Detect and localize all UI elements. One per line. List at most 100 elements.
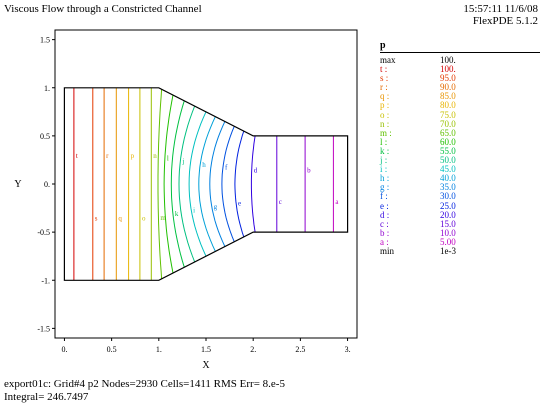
legend-key: f : bbox=[380, 191, 388, 202]
x-tick-label: 3. bbox=[345, 345, 351, 354]
legend-value: 95.0 bbox=[440, 73, 456, 84]
contour-label: n bbox=[153, 152, 157, 160]
contour-label: s bbox=[95, 215, 98, 223]
legend-value: 75.0 bbox=[440, 109, 456, 120]
legend-value: 15.0 bbox=[440, 218, 456, 229]
contour-line bbox=[221, 126, 235, 242]
contour-label: d bbox=[254, 167, 258, 175]
legend-value: 70.0 bbox=[440, 118, 456, 129]
legend-key: min bbox=[380, 245, 395, 256]
legend-row: d : 20.0 bbox=[380, 209, 540, 220]
legend-row: min 1e-3 bbox=[380, 245, 540, 256]
contour-line bbox=[188, 111, 207, 257]
legend-row: p : 80.0 bbox=[380, 101, 540, 110]
legend-row: l : 60.0 bbox=[380, 136, 540, 147]
contour-line bbox=[163, 94, 174, 274]
x-tick-label: 0.5 bbox=[107, 345, 117, 354]
legend-key: a : bbox=[380, 236, 389, 247]
y-tick-label: -1. bbox=[41, 276, 50, 285]
contour-line bbox=[178, 105, 196, 263]
legend-key: o : bbox=[380, 109, 390, 120]
x-axis-label: X bbox=[202, 360, 210, 371]
legend-value: 80.0 bbox=[440, 100, 456, 111]
legend-value: 65.0 bbox=[440, 127, 456, 138]
contour-label: e bbox=[238, 200, 241, 208]
legend-row: k : 55.0 bbox=[380, 145, 540, 156]
x-tick-label: 0. bbox=[61, 345, 67, 354]
contour-label: j bbox=[181, 158, 184, 166]
contour-line bbox=[209, 121, 226, 247]
legend-value: 30.0 bbox=[440, 191, 456, 202]
legend-row: q : 85.0 bbox=[380, 92, 540, 101]
contour-label: t bbox=[76, 152, 78, 160]
legend-row: s : 95.0 bbox=[380, 74, 540, 83]
integral-value: Integral= 246.7497 bbox=[4, 391, 89, 403]
channel-boundary bbox=[63, 87, 349, 281]
x-tick-label: 1.5 bbox=[201, 345, 211, 354]
legend-key: i : bbox=[380, 164, 388, 175]
legend-value: 40.0 bbox=[440, 173, 456, 184]
legend-row: b : 10.0 bbox=[380, 227, 540, 238]
legend-row: i : 45.0 bbox=[380, 165, 540, 174]
legend-row: m : 65.0 bbox=[380, 127, 540, 138]
legend-key: p : bbox=[380, 100, 390, 111]
legend-key: l : bbox=[380, 136, 388, 147]
legend: p max 100. t :100. s :95.0 r :90.0 q :85.0 p :… bbox=[380, 40, 540, 256]
y-axis-label: Y bbox=[14, 179, 21, 190]
legend-value: 35.0 bbox=[440, 182, 456, 193]
legend-row: max 100. bbox=[380, 56, 540, 65]
legend-row: c : 15.0 bbox=[380, 218, 540, 229]
legend-value: 85.0 bbox=[440, 91, 456, 102]
legend-key: e : bbox=[380, 200, 389, 211]
contour-line bbox=[198, 116, 216, 252]
legend-value: 50.0 bbox=[440, 155, 456, 166]
contour-label: p bbox=[131, 152, 135, 160]
legend-variable: p bbox=[380, 40, 386, 51]
x-tick-label: 2. bbox=[250, 345, 256, 354]
chart-title: Viscous Flow through a Constricted Chann… bbox=[4, 3, 202, 15]
legend-key: q : bbox=[380, 91, 390, 102]
legend-value: 90.0 bbox=[440, 82, 456, 93]
contour-label: k bbox=[175, 210, 179, 218]
contour-label: o bbox=[142, 215, 146, 223]
legend-value: 100. bbox=[440, 55, 456, 65]
legend-value: 45.0 bbox=[440, 164, 456, 175]
legend-row: n : 70.0 bbox=[380, 118, 540, 129]
legend-divider bbox=[380, 52, 540, 53]
contour-label: l bbox=[167, 154, 169, 162]
legend-value: 10.0 bbox=[440, 227, 456, 238]
legend-value: 5.00 bbox=[440, 236, 456, 247]
contour-line bbox=[157, 89, 163, 279]
legend-row: g : 35.0 bbox=[380, 183, 540, 192]
contour-line bbox=[234, 130, 245, 238]
contour-label: h bbox=[202, 161, 206, 169]
legend-key: max bbox=[380, 55, 396, 65]
contour-label: r bbox=[106, 152, 109, 160]
legend-key: r : bbox=[380, 82, 388, 93]
legend-key: j : bbox=[380, 155, 388, 166]
legend-row: j : 50.0 bbox=[380, 156, 540, 165]
version-label: FlexPDE 5.1.2 bbox=[472, 15, 538, 27]
legend-key: g : bbox=[380, 182, 390, 193]
legend-row: e : 25.0 bbox=[380, 200, 540, 211]
y-tick-label: 1. bbox=[44, 84, 50, 93]
timestamp: 15:57:11 11/6/08 bbox=[463, 3, 538, 15]
contour-label: i bbox=[193, 206, 195, 214]
legend-key: h : bbox=[380, 173, 390, 184]
legend-value: 60.0 bbox=[440, 136, 456, 147]
legend-row: t : 100. bbox=[380, 65, 540, 74]
legend-value: 25.0 bbox=[440, 200, 456, 211]
legend-key: m : bbox=[380, 127, 392, 138]
legend-row: f : 30.0 bbox=[380, 192, 540, 201]
legend-value: 20.0 bbox=[440, 209, 456, 220]
y-tick-label: 1.5 bbox=[40, 36, 50, 45]
contour-label: f bbox=[225, 164, 228, 172]
contour-label: q bbox=[118, 215, 122, 223]
contour-line bbox=[170, 100, 185, 268]
legend-key: d : bbox=[380, 209, 390, 220]
legend-key: c : bbox=[380, 218, 389, 229]
legend-value: 55.0 bbox=[440, 145, 456, 156]
y-tick-label: -1.5 bbox=[37, 324, 50, 333]
legend-row: r : 90.0 bbox=[380, 83, 540, 92]
